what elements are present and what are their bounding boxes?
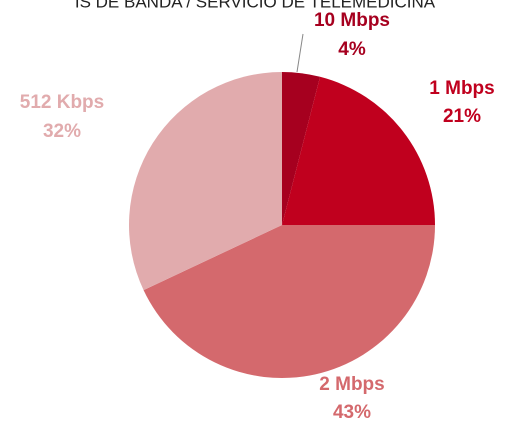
slice-category-label: 1 Mbps — [429, 78, 494, 99]
slice-value-label: 21% — [443, 106, 481, 127]
slice-value-label: 4% — [338, 39, 366, 60]
slice-value-label: 32% — [43, 121, 81, 142]
slice-value-label: 43% — [333, 402, 371, 423]
slice-category-label: 512 Kbps — [20, 92, 104, 113]
slice-category-label: 10 Mbps — [314, 10, 390, 31]
chart: IS DE BANDA / SERVICIO DE TELEMEDICINA 1… — [0, 0, 510, 426]
slice-category-label: 2 Mbps — [319, 374, 384, 395]
